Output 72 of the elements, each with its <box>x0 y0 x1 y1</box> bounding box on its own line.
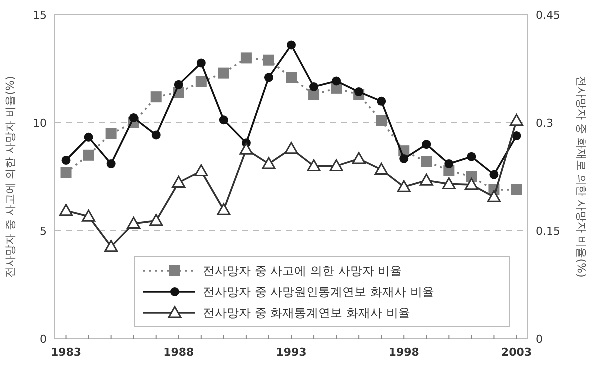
point <box>444 160 454 169</box>
point <box>286 72 297 84</box>
point <box>129 113 138 122</box>
point <box>219 116 228 125</box>
point <box>127 217 141 230</box>
point <box>194 164 208 176</box>
point <box>62 156 71 165</box>
point <box>263 54 274 66</box>
point <box>464 178 478 190</box>
y2-tick-label: 0.45 <box>536 9 560 22</box>
point <box>152 130 161 140</box>
y2-tick-label: 0 <box>536 333 543 346</box>
point <box>487 190 501 202</box>
point <box>60 204 74 216</box>
point <box>83 150 94 161</box>
point <box>150 214 164 226</box>
point <box>287 40 296 50</box>
point <box>174 80 184 90</box>
point <box>332 76 342 86</box>
point <box>84 132 94 142</box>
point <box>442 177 456 190</box>
point <box>307 159 321 172</box>
point <box>196 58 206 68</box>
point <box>262 157 276 170</box>
point <box>310 82 319 92</box>
point <box>420 174 434 186</box>
point <box>422 140 432 150</box>
point <box>240 52 252 64</box>
y-tick-label: 10 <box>33 117 47 130</box>
y-axis-title: 전사망자 중 사고에 의한 사망자 비율(%) <box>4 76 17 278</box>
point <box>421 156 432 168</box>
point <box>490 170 499 180</box>
point <box>217 203 231 216</box>
point <box>330 159 344 172</box>
point <box>467 152 476 162</box>
point <box>106 160 116 169</box>
point <box>82 210 96 222</box>
legend-label: 전사망자 중 사망원인통계연보 화재사 비율 <box>203 285 434 299</box>
point <box>284 142 298 154</box>
point <box>240 142 254 155</box>
legend-label: 전사망자 중 화재통계연보 화재사 비율 <box>203 306 410 320</box>
point <box>150 92 162 103</box>
point <box>374 163 388 176</box>
point <box>512 131 522 140</box>
point <box>104 240 118 252</box>
point <box>352 152 366 164</box>
y2-tick-label: 0.3 <box>536 117 554 130</box>
x-tick-label: 1993 <box>276 346 307 359</box>
legend-label: 전사망자 중 사고에 의한 사망자 비율 <box>203 264 402 278</box>
x-tick-label: 2003 <box>501 346 532 359</box>
point <box>377 96 386 106</box>
y-tick-label: 15 <box>33 9 47 22</box>
y2-axis-title: 전사망자 중 화재로 의한 사망자 비율(%) <box>575 76 588 278</box>
point <box>354 88 364 97</box>
point <box>376 115 388 126</box>
x-tick-label: 1983 <box>50 346 82 359</box>
y-tick-label: 0 <box>40 333 47 346</box>
point <box>264 73 274 82</box>
point <box>172 176 186 188</box>
point <box>511 184 522 196</box>
x-tick-label: 1998 <box>388 346 420 359</box>
point <box>400 154 409 164</box>
x-tick-label: 1988 <box>164 346 194 359</box>
point <box>397 180 411 192</box>
y2-tick-label: 0.15 <box>536 225 560 238</box>
y-tick-label: 5 <box>40 225 47 238</box>
point <box>60 167 72 178</box>
point <box>106 128 117 140</box>
point <box>196 76 207 88</box>
point <box>218 68 230 79</box>
point <box>308 89 320 100</box>
point <box>510 114 524 126</box>
